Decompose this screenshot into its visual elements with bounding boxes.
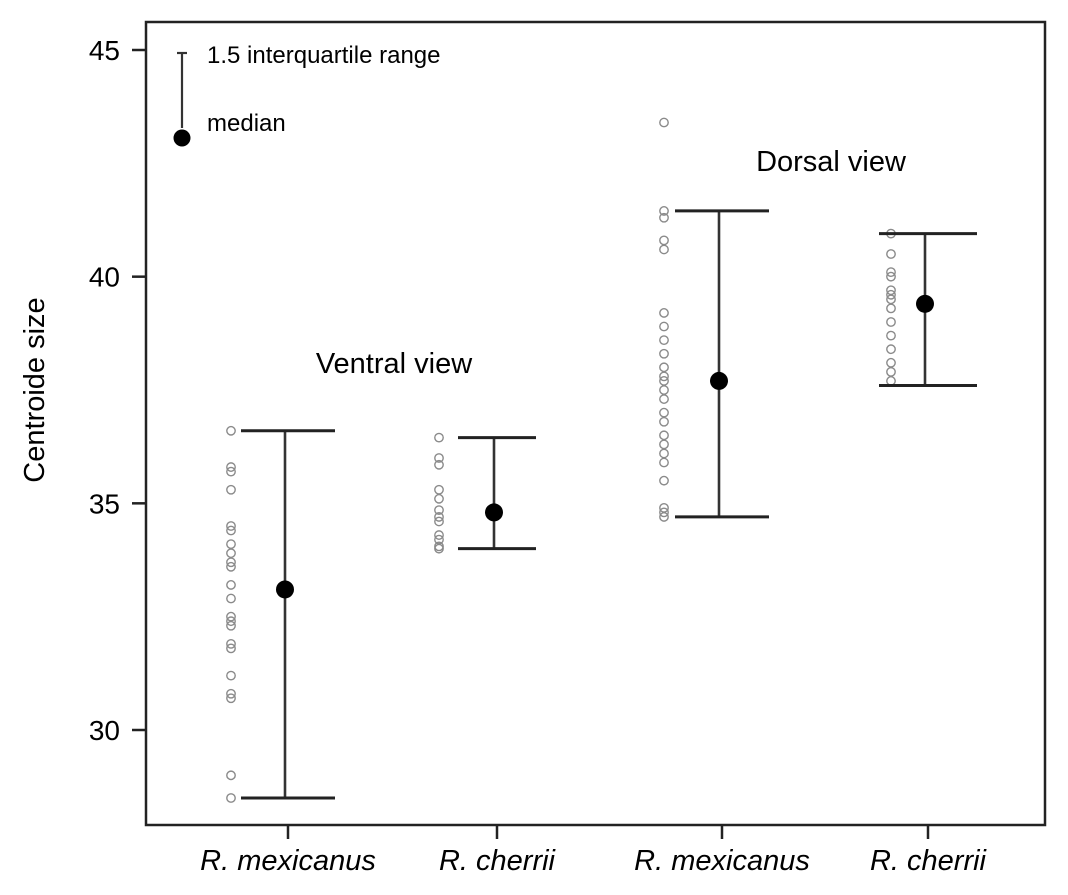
data-point-0-20 bbox=[226, 770, 236, 781]
data-point-2-2 bbox=[659, 212, 669, 223]
data-point-1-3 bbox=[434, 484, 444, 495]
data-point-1-6 bbox=[434, 512, 444, 522]
x-category-label-2: R. mexicanus bbox=[634, 845, 810, 877]
data-point-1-5 bbox=[434, 505, 444, 516]
data-point-0-6 bbox=[226, 539, 236, 550]
data-point-2-13 bbox=[659, 394, 669, 404]
y-axis: 30 35 40 45 bbox=[89, 35, 146, 746]
data-point-3-11 bbox=[886, 357, 896, 368]
group-0 bbox=[226, 425, 335, 803]
data-point-2-5 bbox=[659, 308, 669, 318]
data-point-2-15 bbox=[659, 416, 669, 427]
data-point-2-1 bbox=[659, 206, 669, 216]
data-point-0-17 bbox=[226, 670, 236, 681]
group-1 bbox=[434, 432, 536, 554]
data-groups bbox=[226, 117, 977, 803]
data-point-3-13 bbox=[886, 376, 896, 386]
data-point-0-8 bbox=[226, 557, 236, 568]
data-point-1-1 bbox=[434, 453, 444, 463]
data-point-1-11 bbox=[434, 543, 444, 554]
ventral-view-annotation: Ventral view bbox=[316, 348, 473, 380]
y-tick-label-40: 40 bbox=[89, 262, 120, 293]
legend-median-marker bbox=[173, 129, 191, 147]
data-point-3-3 bbox=[886, 271, 896, 282]
data-point-0-11 bbox=[226, 593, 236, 604]
data-point-0-21 bbox=[226, 793, 236, 803]
legend-median-label: median bbox=[207, 110, 286, 137]
plot-frame bbox=[144, 20, 1047, 827]
data-point-3-1 bbox=[886, 249, 896, 259]
data-point-0-15 bbox=[226, 638, 236, 649]
x-category-label-1: R. cherrii bbox=[439, 845, 557, 877]
data-point-2-23 bbox=[659, 512, 669, 522]
data-point-3-8 bbox=[886, 317, 896, 327]
data-point-2-3 bbox=[659, 235, 669, 246]
data-point-0-1 bbox=[226, 462, 236, 472]
median-marker-0 bbox=[276, 580, 294, 599]
data-point-0-19 bbox=[226, 693, 236, 704]
x-axis: R. mexicanus R. cherrii R. mexicanus R. che… bbox=[200, 825, 988, 877]
data-point-0-2 bbox=[226, 466, 236, 477]
y-axis-label: Centroide size bbox=[19, 297, 51, 482]
dorsal-view-annotation: Dorsal view bbox=[756, 146, 907, 178]
data-point-2-17 bbox=[659, 439, 669, 450]
median-marker-2 bbox=[710, 371, 728, 390]
data-point-2-8 bbox=[659, 348, 669, 359]
data-point-3-7 bbox=[886, 303, 896, 314]
data-point-2-20 bbox=[659, 475, 669, 486]
data-point-0-9 bbox=[226, 561, 236, 572]
data-point-0-16 bbox=[226, 643, 236, 654]
data-point-2-19 bbox=[659, 457, 669, 468]
data-point-0-18 bbox=[226, 688, 236, 699]
data-point-3-9 bbox=[886, 330, 896, 341]
median-marker-3 bbox=[916, 294, 934, 313]
data-point-2-4 bbox=[659, 244, 669, 255]
data-point-0-7 bbox=[226, 548, 236, 559]
data-point-3-2 bbox=[886, 267, 896, 278]
data-point-1-4 bbox=[434, 493, 444, 504]
data-point-3-10 bbox=[886, 344, 896, 355]
y-tick-label-45: 45 bbox=[89, 35, 120, 66]
data-point-3-12 bbox=[886, 366, 896, 377]
data-point-0-3 bbox=[226, 484, 236, 495]
data-point-2-7 bbox=[659, 335, 669, 346]
data-point-2-16 bbox=[659, 430, 669, 441]
data-point-2-6 bbox=[659, 321, 669, 332]
data-point-1-2 bbox=[434, 459, 444, 470]
median-marker-1 bbox=[485, 503, 503, 522]
data-point-0-14 bbox=[226, 620, 236, 631]
legend-range-label: 1.5 interquartile range bbox=[207, 42, 440, 69]
data-point-2-22 bbox=[659, 507, 669, 518]
group-2 bbox=[659, 117, 769, 522]
data-point-2-18 bbox=[659, 448, 669, 459]
y-tick-label-30: 30 bbox=[89, 715, 120, 746]
y-tick-label-35: 35 bbox=[89, 488, 120, 519]
x-category-label-3: R. cherrii bbox=[870, 845, 988, 877]
data-point-0-0 bbox=[226, 425, 236, 436]
data-point-1-7 bbox=[434, 516, 444, 527]
data-point-0-10 bbox=[226, 580, 236, 590]
data-point-2-0 bbox=[659, 117, 669, 128]
data-point-0-5 bbox=[226, 525, 236, 536]
data-point-3-5 bbox=[886, 289, 896, 300]
data-point-2-9 bbox=[659, 362, 669, 373]
data-point-2-14 bbox=[659, 407, 669, 418]
data-point-0-4 bbox=[226, 521, 236, 531]
x-category-label-0: R. mexicanus bbox=[200, 845, 376, 877]
data-point-2-12 bbox=[659, 385, 669, 395]
data-point-0-13 bbox=[226, 616, 236, 627]
data-point-2-10 bbox=[659, 371, 669, 382]
data-point-1-8 bbox=[434, 530, 444, 540]
group-3 bbox=[879, 228, 977, 387]
data-point-1-0 bbox=[434, 432, 444, 443]
legend: 1.5 interquartile range median bbox=[173, 42, 440, 147]
